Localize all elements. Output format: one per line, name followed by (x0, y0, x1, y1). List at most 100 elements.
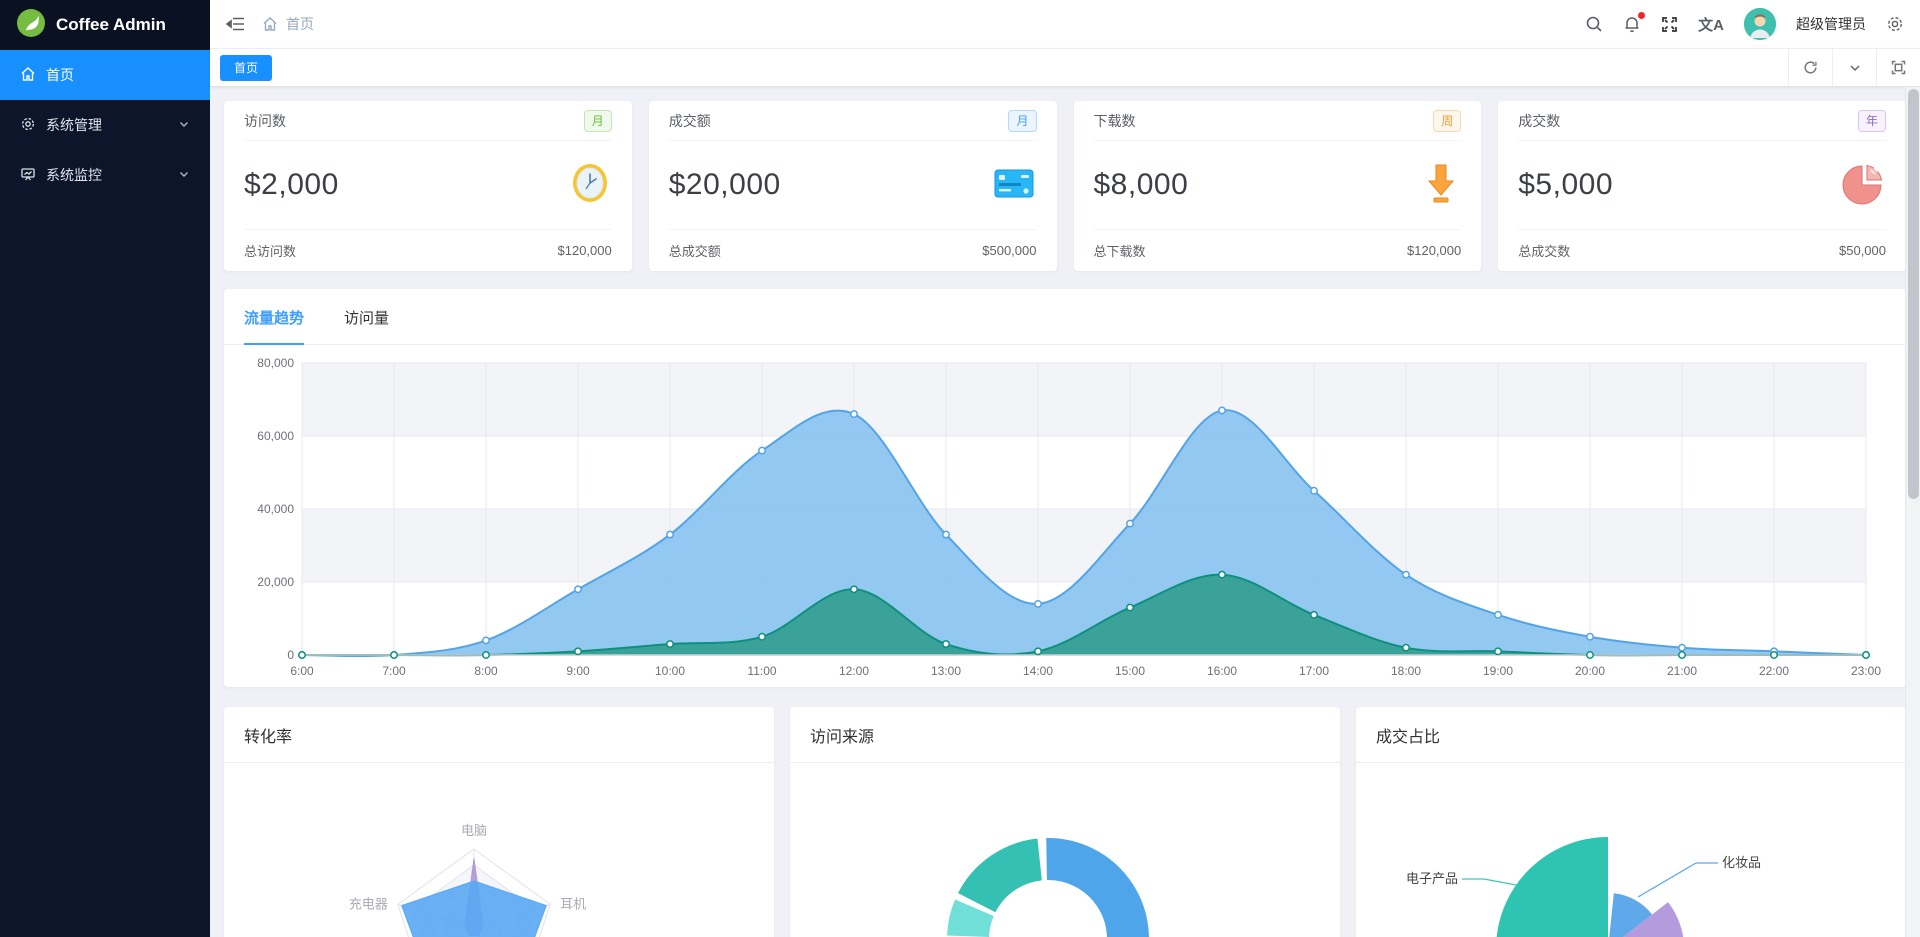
sidebar-item-home[interactable]: 首页 (0, 50, 210, 100)
tag-tab-bar: 首页 (210, 49, 1920, 87)
bank-card-icon (991, 163, 1037, 208)
stat-card-row: 访问数 月 $2,000 (224, 101, 1906, 271)
svg-text:0: 0 (287, 648, 294, 662)
navbar-actions: 文A 超级管理员 (1585, 8, 1904, 40)
stat-title: 成交数 (1518, 112, 1561, 129)
clock-icon (568, 161, 612, 210)
sidebar-item-system-monitor[interactable]: 系统监控 (0, 150, 210, 200)
notification-bell-icon[interactable] (1623, 12, 1646, 33)
svg-text:22:00: 22:00 (1759, 664, 1789, 678)
svg-text:10:00: 10:00 (655, 664, 685, 678)
deal-share-rose-chart[interactable]: 电子产品 化妆品 (1356, 767, 1906, 937)
stat-footer-label: 总访问数 (244, 244, 297, 259)
card-title: 成交占比 (1356, 707, 1906, 763)
svg-text:耳机: 耳机 (560, 896, 586, 911)
stat-card-deals: 成交数 年 $5,000 (1498, 101, 1906, 271)
stat-card-visits: 访问数 月 $2,000 (224, 101, 632, 271)
stat-footer-label: 总下载数 (1093, 244, 1146, 259)
svg-text:23:00: 23:00 (1851, 664, 1881, 678)
traffic-trend-area-chart[interactable]: 0 20,000 40,000 60,000 80,000 6:00 7:00 8:00 9:0… (244, 353, 1886, 683)
svg-text:20:00: 20:00 (1575, 664, 1605, 678)
stat-title: 下载数 (1093, 112, 1136, 129)
stat-value: $8,000 (1093, 168, 1189, 201)
avatar[interactable] (1744, 8, 1776, 40)
gear-icon (20, 116, 36, 135)
trend-card: 流量趋势 访问量 0 20,000 40,000 60,000 80,000 6:00 7:… (224, 289, 1906, 687)
svg-text:21:00: 21:00 (1667, 664, 1697, 678)
visit-source-card: 访问来源 (790, 707, 1340, 937)
svg-text:充电器: 充电器 (349, 896, 388, 911)
svg-text:19:00: 19:00 (1483, 664, 1513, 678)
stat-footer-label: 总成交数 (1518, 244, 1571, 259)
tab-visit-volume[interactable]: 访问量 (344, 310, 390, 327)
sidebar-item-label: 首页 (46, 67, 74, 83)
translate-icon[interactable]: 文A (1698, 16, 1724, 34)
app-title: Coffee Admin (56, 15, 166, 34)
sidebar-item-label: 系统管理 (46, 117, 102, 133)
username[interactable]: 超级管理员 (1796, 16, 1866, 32)
search-icon[interactable] (1585, 15, 1603, 33)
period-badge: 月 (1008, 109, 1037, 132)
notification-badge (1638, 12, 1646, 19)
top-navbar: 首页 文A (210, 0, 1920, 49)
svg-text:6:00: 6:00 (290, 664, 314, 678)
main-column: 首页 文A (210, 0, 1920, 937)
settings-gear-icon[interactable] (1886, 15, 1904, 33)
fullscreen-icon[interactable] (1661, 16, 1678, 33)
svg-text:化妆品: 化妆品 (1722, 855, 1761, 870)
svg-text:18:00: 18:00 (1391, 664, 1421, 678)
monitor-icon (20, 166, 36, 185)
period-badge: 周 (1433, 109, 1462, 132)
breadcrumb[interactable]: 首页 (286, 16, 314, 32)
sidebar-item-label: 系统监控 (46, 167, 102, 183)
visit-source-donut-chart[interactable] (790, 767, 1340, 937)
sidebar-fold-icon[interactable] (226, 15, 246, 33)
stat-value: $5,000 (1518, 168, 1614, 201)
svg-text:14:00: 14:00 (1023, 664, 1053, 678)
period-badge: 年 (1857, 109, 1886, 132)
stat-title: 成交额 (668, 112, 711, 129)
tab-traffic-trend[interactable]: 流量趋势 (244, 289, 305, 345)
trend-tabs: 流量趋势 访问量 (224, 289, 1906, 345)
spring-leaf-logo-icon (16, 8, 46, 43)
app-logo[interactable]: Coffee Admin (0, 0, 210, 50)
stat-footer-value: $500,000 (982, 243, 1037, 258)
chevron-down-icon[interactable] (1832, 49, 1876, 86)
sidebar: Coffee Admin 首页 系统管理 (0, 0, 210, 937)
svg-text:电脑: 电脑 (461, 823, 487, 838)
chevron-down-icon (178, 117, 190, 133)
stat-footer-label: 总成交额 (668, 244, 721, 259)
page-scrollbar[interactable] (1905, 87, 1920, 937)
scrollbar-thumb[interactable] (1908, 89, 1919, 499)
svg-text:16:00: 16:00 (1207, 664, 1237, 678)
card-title: 访问来源 (790, 707, 1340, 763)
stat-title: 访问数 (244, 112, 286, 129)
pie-chart-icon (1842, 161, 1886, 210)
svg-text:7:00: 7:00 (382, 664, 406, 678)
tab-home[interactable]: 首页 (220, 54, 273, 81)
conversion-rate-card: 转化率 电脑 耳机 充电器 (224, 707, 774, 937)
refresh-icon[interactable] (1788, 49, 1832, 86)
tab-tools (1788, 49, 1920, 86)
svg-text:12:00: 12:00 (839, 664, 869, 678)
svg-text:13:00: 13:00 (931, 664, 961, 678)
deal-share-card: 成交占比 电子产品 化妆品 (1356, 707, 1906, 937)
svg-text:11:00: 11:00 (747, 664, 776, 678)
svg-text:8:00: 8:00 (474, 664, 498, 678)
stat-footer-value: $120,000 (1407, 243, 1462, 258)
sidebar-item-system-management[interactable]: 系统管理 (0, 100, 210, 150)
sidebar-menu: 首页 系统管理 (0, 50, 210, 200)
stat-value: $20,000 (668, 168, 781, 201)
svg-text:电子产品: 电子产品 (1406, 871, 1458, 886)
svg-text:60,000: 60,000 (257, 429, 294, 443)
stat-card-turnover: 成交额 月 $20,000 (648, 101, 1057, 271)
chevron-down-icon (178, 167, 190, 183)
download-icon (1421, 161, 1461, 210)
maximize-icon[interactable] (1876, 49, 1920, 86)
bottom-card-row: 转化率 电脑 耳机 充电器 访问来源 成交占比 电子产品 化妆品 (224, 707, 1906, 937)
stat-value: $2,000 (244, 168, 339, 201)
period-badge: 月 (583, 109, 612, 132)
breadcrumb-home-icon[interactable] (262, 16, 278, 32)
